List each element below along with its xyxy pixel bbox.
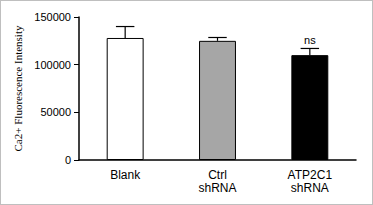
svg-text:shRNA: shRNA [291, 181, 329, 195]
svg-text:Ca2+ Fluorescence Intensity: Ca2+ Fluorescence Intensity [12, 25, 24, 151]
svg-text:Ctrl: Ctrl [208, 168, 227, 182]
svg-text:50000: 50000 [40, 106, 71, 118]
svg-text:Blank: Blank [110, 168, 141, 182]
svg-text:150000: 150000 [34, 11, 71, 23]
svg-text:ATP2C1: ATP2C1 [288, 168, 333, 182]
svg-text:100000: 100000 [34, 59, 71, 71]
svg-text:0: 0 [65, 154, 71, 166]
svg-text:ns: ns [304, 34, 316, 46]
svg-text:shRNA: shRNA [198, 181, 236, 195]
